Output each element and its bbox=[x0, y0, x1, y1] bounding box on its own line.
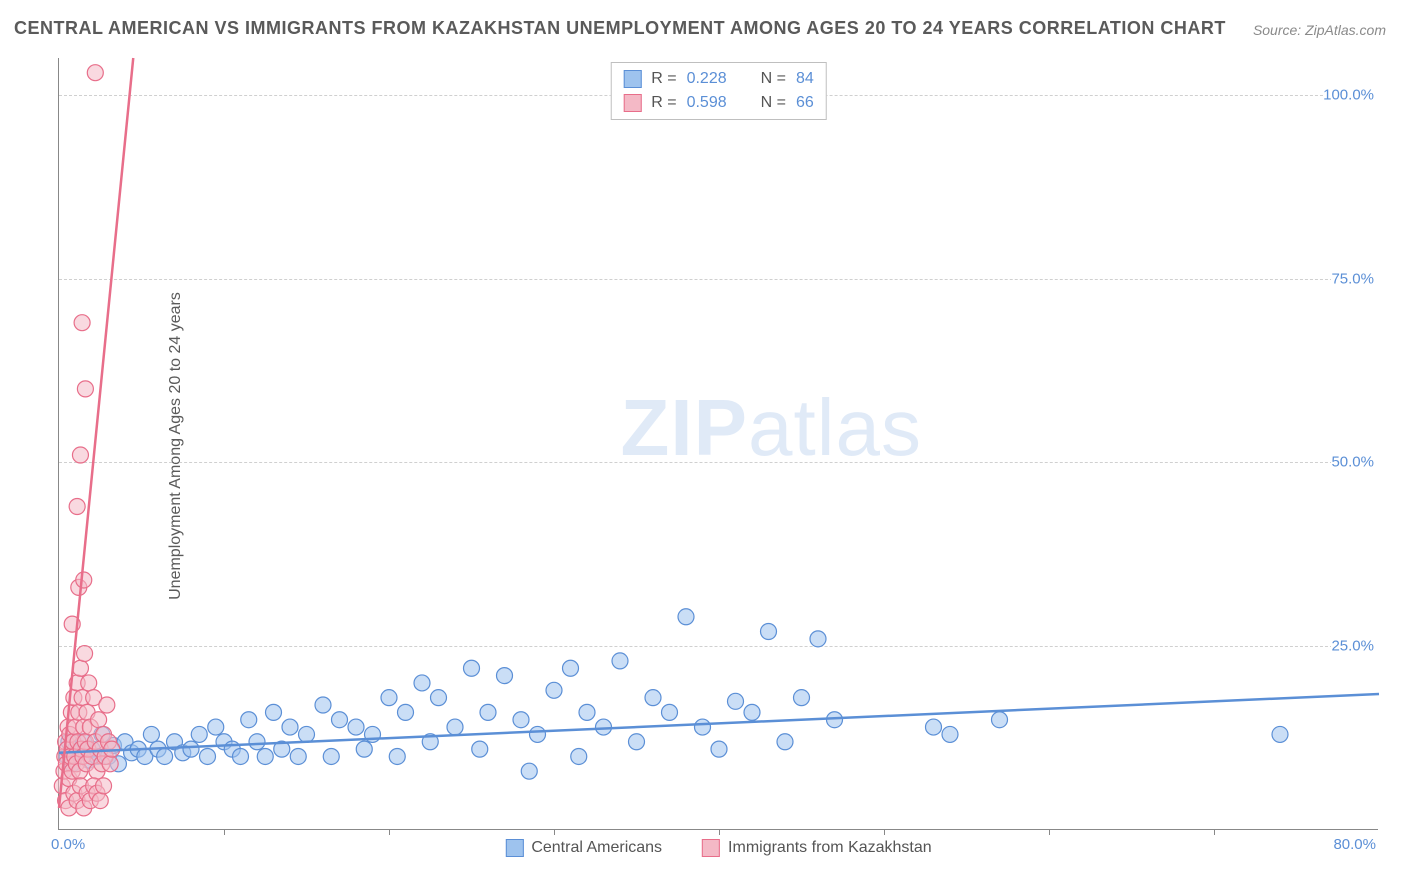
data-point bbox=[992, 712, 1008, 728]
series-legend: Central Americans Immigrants from Kazakh… bbox=[505, 839, 931, 857]
data-point bbox=[356, 741, 372, 757]
data-point bbox=[208, 719, 224, 735]
data-point bbox=[571, 748, 587, 764]
data-point bbox=[744, 704, 760, 720]
r-label: R = bbox=[651, 91, 676, 115]
data-point bbox=[233, 748, 249, 764]
data-point bbox=[69, 498, 85, 514]
data-point bbox=[381, 690, 397, 706]
x-tick-end: 80.0% bbox=[1333, 836, 1376, 853]
data-point bbox=[191, 726, 207, 742]
data-point bbox=[157, 748, 173, 764]
data-point bbox=[96, 778, 112, 794]
data-point bbox=[761, 623, 777, 639]
data-point bbox=[678, 609, 694, 625]
legend-label-a: Central Americans bbox=[531, 839, 662, 857]
data-point bbox=[200, 748, 216, 764]
data-point bbox=[99, 697, 115, 713]
data-point bbox=[348, 719, 364, 735]
scatter-svg bbox=[59, 58, 1378, 829]
legend-row-series-a: R = 0.228 N = 84 bbox=[623, 67, 814, 91]
data-point bbox=[530, 726, 546, 742]
data-point bbox=[414, 675, 430, 691]
data-point bbox=[282, 719, 298, 735]
source-label: Source: ZipAtlas.com bbox=[1253, 22, 1386, 38]
legend-swatch-b bbox=[623, 94, 641, 112]
data-point bbox=[102, 756, 118, 772]
data-point bbox=[546, 682, 562, 698]
data-point bbox=[480, 704, 496, 720]
data-point bbox=[183, 741, 199, 757]
n-value-b: 66 bbox=[796, 91, 814, 115]
legend-row-series-b: R = 0.598 N = 66 bbox=[623, 91, 814, 115]
data-point bbox=[81, 675, 97, 691]
data-point bbox=[92, 793, 108, 809]
data-point bbox=[926, 719, 942, 735]
n-label: N = bbox=[761, 91, 786, 115]
correlation-legend: R = 0.228 N = 84 R = 0.598 N = 66 bbox=[610, 62, 827, 120]
n-value-a: 84 bbox=[796, 67, 814, 91]
data-point bbox=[447, 719, 463, 735]
data-point bbox=[497, 668, 513, 684]
data-point bbox=[290, 748, 306, 764]
data-point bbox=[323, 748, 339, 764]
data-point bbox=[299, 726, 315, 742]
data-point bbox=[74, 315, 90, 331]
data-point bbox=[579, 704, 595, 720]
data-point bbox=[695, 719, 711, 735]
data-point bbox=[728, 693, 744, 709]
legend-swatch-b-bottom bbox=[702, 839, 720, 857]
data-point bbox=[76, 572, 92, 588]
data-point bbox=[521, 763, 537, 779]
data-point bbox=[942, 726, 958, 742]
data-point bbox=[315, 697, 331, 713]
n-label: N = bbox=[761, 67, 786, 91]
data-point bbox=[513, 712, 529, 728]
data-point bbox=[662, 704, 678, 720]
data-point bbox=[87, 65, 103, 81]
data-point bbox=[711, 741, 727, 757]
x-tick-origin: 0.0% bbox=[51, 836, 85, 853]
legend-item-b: Immigrants from Kazakhstan bbox=[702, 839, 932, 857]
data-point bbox=[777, 734, 793, 750]
data-point bbox=[431, 690, 447, 706]
data-point bbox=[241, 712, 257, 728]
r-label: R = bbox=[651, 67, 676, 91]
legend-swatch-a-bottom bbox=[505, 839, 523, 857]
data-point bbox=[1272, 726, 1288, 742]
data-point bbox=[72, 447, 88, 463]
data-point bbox=[612, 653, 628, 669]
data-point bbox=[257, 748, 273, 764]
data-point bbox=[645, 690, 661, 706]
legend-item-a: Central Americans bbox=[505, 839, 662, 857]
data-point bbox=[77, 381, 93, 397]
data-point bbox=[398, 704, 414, 720]
legend-swatch-a bbox=[623, 70, 641, 88]
data-point bbox=[472, 741, 488, 757]
data-point bbox=[72, 660, 88, 676]
legend-label-b: Immigrants from Kazakhstan bbox=[728, 839, 932, 857]
data-point bbox=[464, 660, 480, 676]
data-point bbox=[794, 690, 810, 706]
data-point bbox=[77, 646, 93, 662]
data-point bbox=[332, 712, 348, 728]
r-value-b: 0.598 bbox=[687, 91, 727, 115]
data-point bbox=[629, 734, 645, 750]
data-point bbox=[249, 734, 265, 750]
r-value-a: 0.228 bbox=[687, 67, 727, 91]
plot-area: ZIPatlas 25.0%50.0%75.0%100.0% R = 0.228… bbox=[58, 58, 1378, 830]
data-point bbox=[389, 748, 405, 764]
chart-title: CENTRAL AMERICAN VS IMMIGRANTS FROM KAZA… bbox=[14, 18, 1226, 39]
data-point bbox=[143, 726, 159, 742]
data-point bbox=[266, 704, 282, 720]
data-point bbox=[810, 631, 826, 647]
data-point bbox=[91, 712, 107, 728]
data-point bbox=[563, 660, 579, 676]
